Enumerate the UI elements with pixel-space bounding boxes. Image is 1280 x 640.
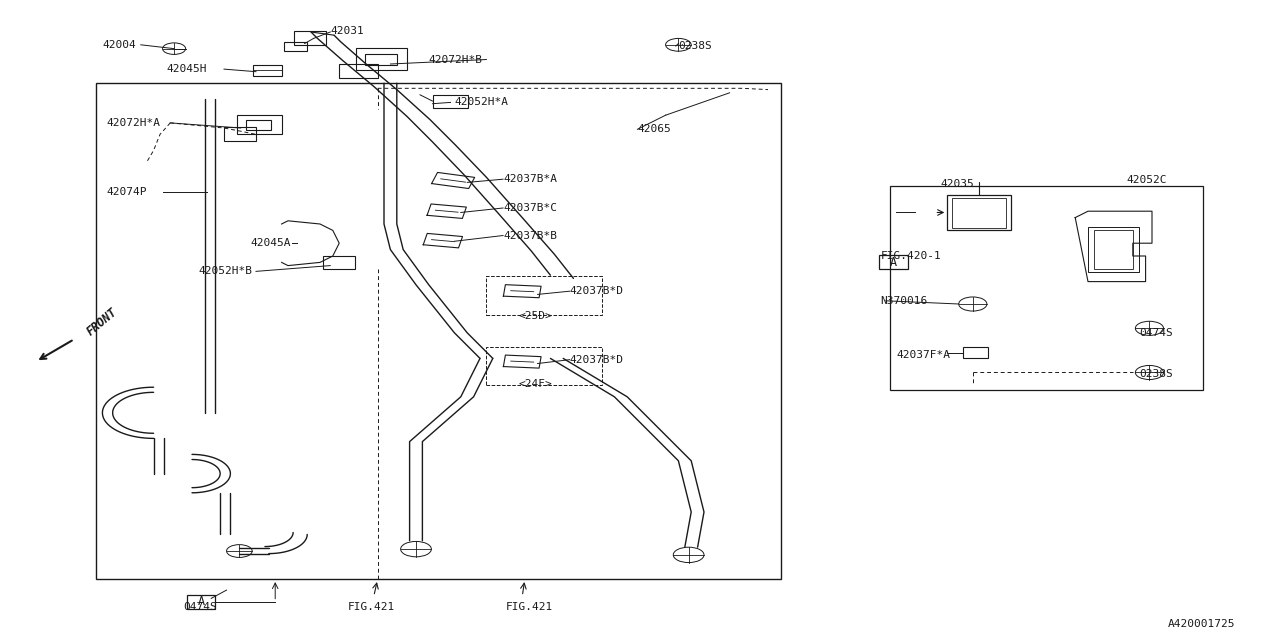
Text: 0474S: 0474S: [183, 602, 216, 612]
Bar: [224, 127, 256, 141]
Bar: [365, 54, 397, 65]
Text: A: A: [890, 256, 897, 269]
Bar: [294, 31, 326, 45]
Text: 42045H: 42045H: [166, 64, 207, 74]
Text: 42052H*A: 42052H*A: [454, 97, 508, 108]
Text: 0238S: 0238S: [678, 41, 712, 51]
Text: 42037F*A: 42037F*A: [896, 350, 950, 360]
Text: A: A: [197, 595, 205, 608]
Text: 42037B*D: 42037B*D: [570, 286, 623, 296]
Text: 42037B*A: 42037B*A: [503, 174, 557, 184]
Bar: [947, 195, 1011, 230]
Bar: [879, 255, 908, 269]
Text: 42031: 42031: [330, 26, 364, 36]
Text: FIG.421: FIG.421: [506, 602, 553, 612]
Bar: [1094, 230, 1133, 269]
Text: <24F>: <24F>: [518, 379, 552, 389]
Text: 42037B*C: 42037B*C: [503, 203, 557, 213]
Bar: [253, 65, 282, 76]
Text: 42072H*B: 42072H*B: [429, 54, 483, 65]
Bar: [96, 83, 781, 579]
Bar: [284, 42, 307, 51]
Text: 42037B*D: 42037B*D: [570, 355, 623, 365]
Bar: [237, 115, 282, 134]
Text: <25D>: <25D>: [518, 311, 552, 321]
Text: FIG.421: FIG.421: [348, 602, 396, 612]
Text: FIG.420-1: FIG.420-1: [881, 251, 941, 261]
Text: A420001725: A420001725: [1167, 619, 1235, 629]
Text: 42035: 42035: [941, 179, 974, 189]
Bar: [963, 347, 988, 358]
Text: 42052H*B: 42052H*B: [198, 266, 252, 276]
Text: N370016: N370016: [881, 296, 928, 306]
Bar: [952, 198, 1006, 228]
Bar: [246, 120, 271, 130]
Text: 0238S: 0238S: [1139, 369, 1172, 380]
Text: 42072H*A: 42072H*A: [106, 118, 160, 128]
Text: 42045A: 42045A: [251, 238, 292, 248]
Bar: [486, 347, 602, 385]
Bar: [486, 276, 602, 315]
Bar: [187, 595, 215, 609]
Bar: [890, 186, 1203, 390]
Text: 42004: 42004: [102, 40, 136, 50]
Text: FRONT: FRONT: [84, 305, 120, 338]
Text: 42037B*B: 42037B*B: [503, 230, 557, 241]
Bar: [339, 64, 378, 78]
Text: 42065: 42065: [637, 124, 671, 134]
Text: 42074P: 42074P: [106, 187, 147, 197]
Text: 42052C: 42052C: [1126, 175, 1167, 186]
Bar: [323, 256, 355, 269]
Bar: [356, 48, 407, 70]
Bar: [1088, 227, 1139, 272]
Bar: [433, 95, 468, 108]
Text: 0474S: 0474S: [1139, 328, 1172, 338]
